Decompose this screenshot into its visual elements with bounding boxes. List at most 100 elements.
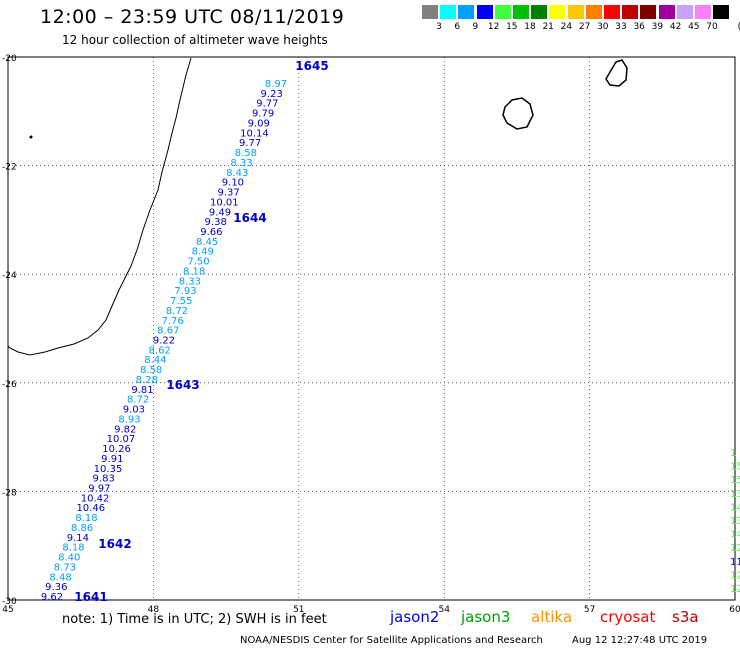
mission-label: altika — [531, 608, 573, 626]
swh-value: 9.49 — [209, 207, 231, 218]
swh-value: 10.46 — [76, 503, 105, 514]
lat-tick-label: -30 — [2, 597, 17, 607]
swh-value-east: 15 — [730, 462, 740, 473]
swh-value: 9.83 — [93, 474, 115, 485]
legend-swatch — [494, 5, 511, 19]
legend-swatch — [531, 5, 548, 19]
legend-label: 3 — [436, 22, 442, 32]
lon-tick-label: 60 — [729, 605, 740, 615]
legend-label: 42 — [669, 22, 682, 32]
swh-value: 8.28 — [136, 375, 158, 386]
legend-swatch — [476, 5, 493, 19]
swh-value: 8.18 — [75, 513, 97, 524]
legend-label: 15 — [506, 22, 518, 32]
legend-unit: (ft) — [733, 22, 740, 32]
legend-label: 30 — [597, 22, 609, 32]
swh-value: 8.33 — [179, 276, 201, 287]
legend-label: 9 — [472, 22, 479, 32]
swh-value: 9.79 — [252, 109, 274, 120]
swh-value: 10.42 — [81, 493, 110, 504]
swh-value-east: 14.50 — [730, 530, 740, 541]
swh-value: 9.77 — [239, 138, 261, 149]
swh-value: 7.55 — [170, 296, 192, 307]
pass-time-label: 1644 — [233, 211, 266, 225]
swh-value: 9.82 — [114, 424, 136, 435]
swh-value: 10.26 — [102, 444, 131, 455]
swh-value: 10.01 — [210, 197, 239, 208]
swh-value: 9.62 — [41, 592, 63, 603]
swh-value: 8.73 — [54, 562, 76, 573]
swh-value-east: 13 — [730, 489, 740, 500]
map-frame — [7, 56, 736, 601]
legend-swatch — [676, 5, 693, 19]
swh-value: 8.45 — [196, 237, 218, 248]
swh-value: 9.10 — [222, 178, 244, 189]
swh-value: 8.58 — [235, 148, 257, 159]
lat-tick-label: -24 — [2, 271, 17, 281]
swh-value-east: 14.5 — [730, 502, 740, 513]
legend-swatch — [713, 5, 730, 19]
pass-time-label: 1643 — [166, 378, 199, 392]
legend-swatch — [622, 5, 639, 19]
swh-value: 9.81 — [131, 385, 153, 396]
swh-value: 9.97 — [88, 483, 110, 494]
lat-tick-label: -28 — [2, 488, 17, 498]
credit-text: NOAA/NESDIS Center for Satellite Applica… — [240, 635, 543, 646]
swh-value: 9.77 — [256, 99, 278, 110]
legend-swatch — [440, 5, 457, 19]
legend-label: 36 — [633, 22, 645, 32]
swh-value-east: 12.82 — [730, 584, 740, 595]
swh-value: 8.97 — [265, 79, 287, 90]
lon-tick-label: 45 — [2, 605, 13, 615]
swh-value: 9.03 — [123, 405, 145, 416]
legend-label: 70 — [706, 22, 718, 32]
swh-value: 9.14 — [67, 533, 89, 544]
mission-label: cryosat — [600, 608, 656, 626]
swh-value: 8.33 — [230, 158, 252, 169]
swh-value: 9.66 — [200, 227, 222, 238]
lat-tick-label: -22 — [2, 163, 17, 173]
legend-swatch — [422, 5, 438, 19]
lon-tick-label: 51 — [293, 605, 304, 615]
map-subtitle: 12 hour collection of altimeter wave hei… — [62, 33, 328, 47]
swh-value: 10.35 — [94, 464, 123, 475]
legend-swatch — [549, 5, 566, 19]
reunion-island — [502, 97, 534, 130]
swh-value: 9.37 — [217, 188, 239, 199]
lon-tick-label: 57 — [584, 605, 595, 615]
legend-swatch — [695, 5, 711, 19]
swh-value: 8.93 — [118, 414, 140, 425]
swh-value-east: 12.80 — [730, 543, 740, 554]
madagascar-coast — [7, 57, 192, 356]
legend-swatch — [640, 5, 657, 19]
legend-label: 27 — [578, 22, 591, 32]
swh-value: 9.09 — [248, 118, 270, 129]
pass-time-label: 1645 — [295, 59, 328, 73]
axis-ticks: 45 48 51 54 57 60 -20 -22 -24 -26 -28 -30 — [2, 54, 740, 615]
pass-time-label: 1641 — [74, 590, 107, 604]
swh-value: 8.43 — [226, 168, 248, 179]
legend-label: 45 — [688, 22, 700, 32]
map-title: 12:00 – 23:59 UTC 08/11/2019 — [40, 6, 345, 28]
swh-value: 8.72 — [166, 306, 188, 317]
swh-value-east: 11.89 — [730, 557, 740, 568]
mauritius-island — [605, 59, 628, 87]
swh-value: 9.23 — [261, 89, 283, 100]
lat-tick-label: -20 — [2, 54, 17, 64]
swh-value: 8.18 — [62, 543, 84, 554]
swh-value: 10.14 — [240, 128, 269, 139]
legend-swatch — [458, 5, 475, 19]
lat-tick-label: -26 — [2, 380, 17, 390]
legend-label: 21 — [542, 22, 554, 32]
swh-value: 8.62 — [149, 345, 171, 356]
swh-value: 8.48 — [49, 572, 71, 583]
swh-value: 8.18 — [183, 266, 205, 277]
swh-value-east: 1 — [730, 448, 736, 459]
swh-value: 10.07 — [107, 434, 136, 445]
swh-value: 7.93 — [174, 286, 196, 297]
mission-label: jason3 — [461, 608, 511, 626]
swh-value-east: 12.61 — [730, 570, 740, 581]
timestamp-text: Aug 12 12:27:48 UTC 2019 — [572, 635, 708, 646]
swh-value: 9.91 — [101, 454, 123, 465]
